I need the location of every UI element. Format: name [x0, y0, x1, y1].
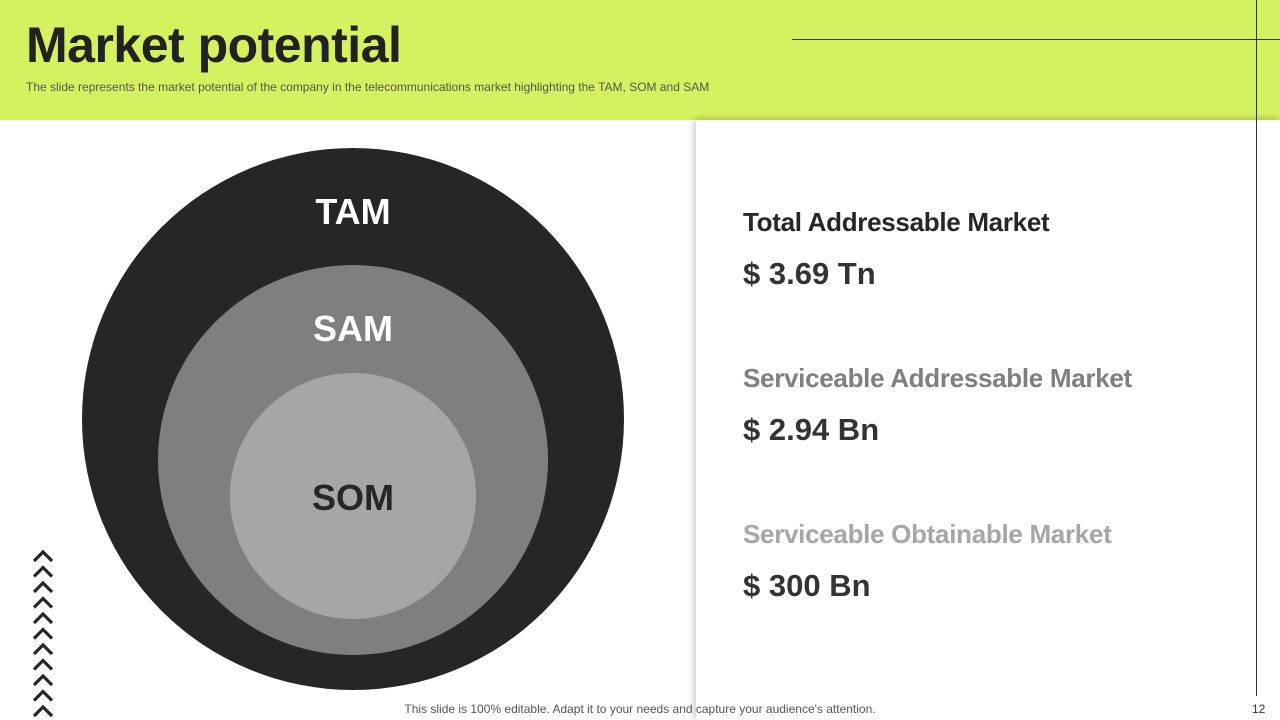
- header-band: Market potential The slide represents th…: [0, 0, 1280, 120]
- chevron-up-icon: [32, 565, 54, 578]
- footer-note: This slide is 100% editable. Adapt it to…: [404, 702, 876, 716]
- decorative-vertical-line: [1256, 0, 1257, 696]
- chevron-up-icon: [32, 642, 54, 656]
- decorative-horizontal-line: [792, 39, 1280, 40]
- chevron-up-icon: [32, 580, 54, 594]
- chevron-up-icon: [32, 673, 54, 687]
- tam-circle-label: TAM: [315, 191, 390, 232]
- tam-market-name: Total Addressable Market: [743, 207, 1050, 237]
- chevron-up-icon: [32, 689, 54, 702]
- chevron-up-icon: [32, 704, 54, 718]
- som-circle: [230, 373, 476, 619]
- som-circle-label: SOM: [312, 477, 394, 518]
- chevron-up-icon: [32, 627, 54, 640]
- chevron-up-icon: [32, 549, 54, 563]
- page-subtitle: The slide represents the market potentia…: [26, 80, 710, 94]
- chevron-up-icon: [32, 658, 54, 671]
- som-market-value: $ 300 Bn: [743, 568, 871, 603]
- tam-sam-som-diagram: TAM SAM SOM: [82, 148, 624, 690]
- page-title: Market potential: [26, 17, 402, 73]
- som-market-name: Serviceable Obtainable Market: [743, 519, 1112, 549]
- sam-market-value: $ 2.94 Bn: [743, 412, 880, 447]
- chevron-up-stack-icon: [32, 549, 54, 718]
- page-number: 12: [1252, 702, 1266, 716]
- sam-circle-label: SAM: [313, 308, 393, 349]
- chevron-up-icon: [32, 611, 54, 625]
- chevron-up-icon: [32, 596, 54, 609]
- market-details-panel: [696, 120, 1280, 720]
- sam-market-name: Serviceable Addressable Market: [743, 363, 1132, 393]
- tam-market-value: $ 3.69 Tn: [743, 256, 876, 291]
